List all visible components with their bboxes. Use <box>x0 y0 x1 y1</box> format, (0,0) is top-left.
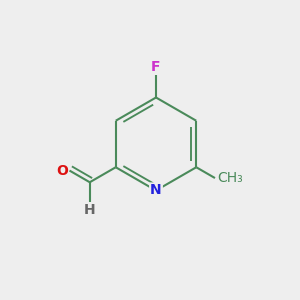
Text: H: H <box>84 203 96 217</box>
Text: CH₃: CH₃ <box>217 171 242 185</box>
Text: N: N <box>150 184 162 197</box>
Text: O: O <box>56 164 68 178</box>
Text: F: F <box>151 60 161 74</box>
